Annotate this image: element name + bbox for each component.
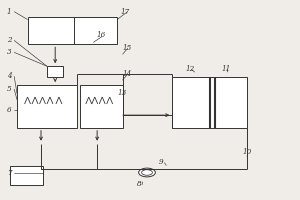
Text: 3: 3 — [7, 48, 11, 56]
Bar — [17, 85, 77, 128]
Bar — [172, 77, 247, 128]
Text: 10: 10 — [243, 148, 252, 156]
Text: 1: 1 — [7, 8, 11, 16]
Text: 6: 6 — [7, 106, 11, 114]
Text: 8: 8 — [136, 180, 141, 188]
Text: 17: 17 — [120, 8, 129, 16]
Text: 16: 16 — [97, 31, 106, 39]
Text: 14: 14 — [122, 70, 132, 78]
Text: 7: 7 — [7, 169, 11, 177]
Bar — [47, 66, 63, 77]
Bar — [80, 85, 123, 128]
Text: 15: 15 — [122, 44, 132, 52]
Bar — [28, 17, 117, 44]
Text: 9: 9 — [159, 158, 164, 166]
Text: 13: 13 — [117, 89, 126, 97]
Text: 5: 5 — [7, 85, 11, 93]
Text: 2: 2 — [7, 36, 11, 44]
Text: 11: 11 — [222, 65, 231, 73]
Ellipse shape — [142, 170, 152, 175]
Ellipse shape — [139, 168, 155, 177]
Text: 4: 4 — [7, 72, 11, 80]
Bar — [10, 166, 43, 185]
Text: 12: 12 — [186, 65, 195, 73]
